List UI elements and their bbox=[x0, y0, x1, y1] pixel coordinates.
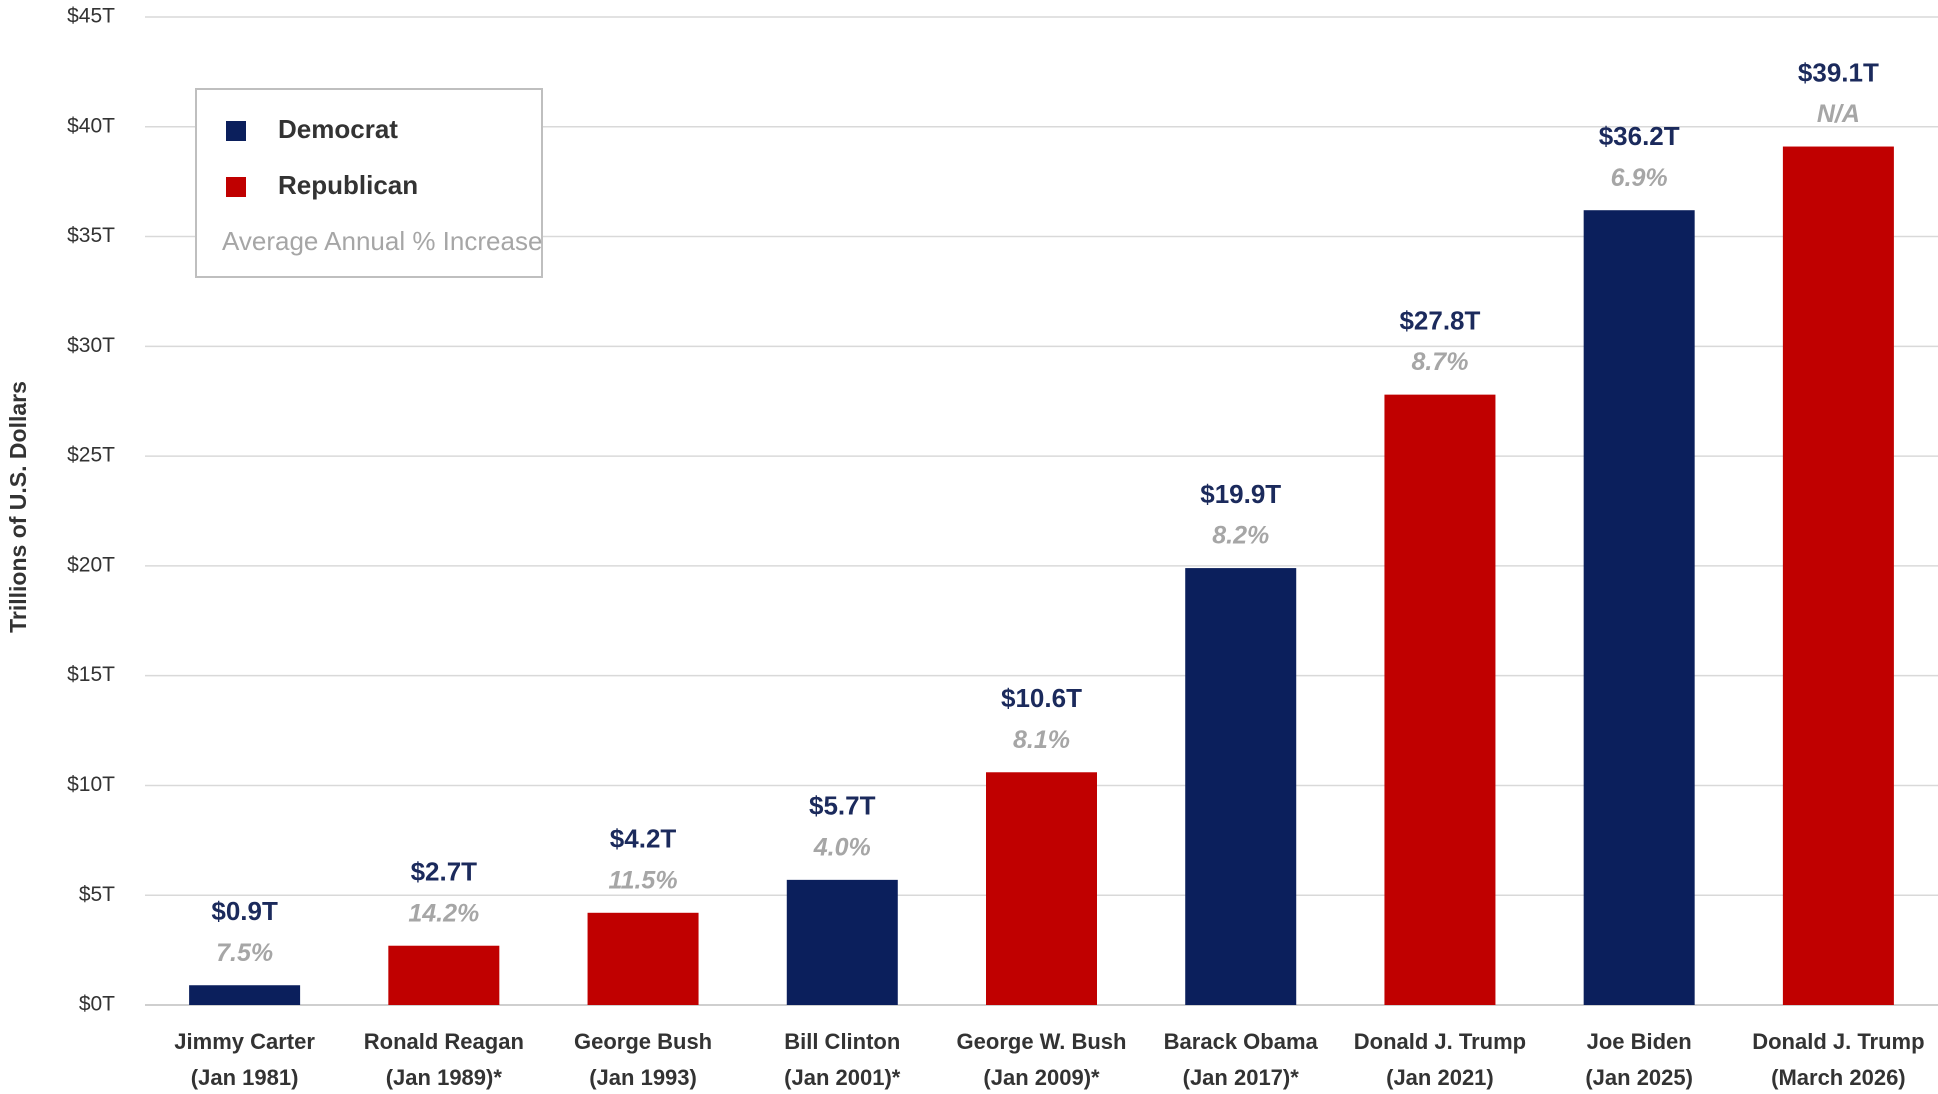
bar bbox=[986, 772, 1097, 1005]
bar bbox=[388, 945, 500, 1005]
value-label: $27.8T bbox=[1399, 306, 1480, 336]
x-tick-label: Donald J. Trump bbox=[1752, 1029, 1924, 1054]
bar bbox=[587, 912, 699, 1005]
x-tick-label: George W. Bush bbox=[957, 1029, 1127, 1054]
value-label: $4.2T bbox=[610, 824, 677, 854]
legend-label: Democrat bbox=[278, 114, 398, 144]
legend-label: Average Annual % Increase bbox=[222, 226, 542, 256]
increase-label: 8.7% bbox=[1411, 348, 1468, 376]
legend-swatch bbox=[226, 177, 246, 197]
increase-label: 7.5% bbox=[216, 939, 273, 967]
value-label: $36.2T bbox=[1599, 121, 1680, 151]
legend-swatch bbox=[226, 121, 246, 141]
y-tick-label: $30T bbox=[67, 334, 115, 357]
bar bbox=[786, 879, 898, 1005]
bar bbox=[189, 985, 301, 1005]
legend-label: Republican bbox=[278, 170, 418, 200]
bar bbox=[1583, 210, 1695, 1006]
y-tick-label: $35T bbox=[67, 224, 115, 247]
x-tick-label: (Jan 2009)* bbox=[983, 1065, 1100, 1090]
y-tick-label: $40T bbox=[67, 114, 115, 137]
x-tick-label: Donald J. Trump bbox=[1354, 1029, 1526, 1054]
x-tick-label: (Jan 1989)* bbox=[386, 1065, 503, 1090]
increase-label: 11.5% bbox=[609, 866, 678, 894]
increase-label: 4.0% bbox=[813, 833, 871, 861]
x-tick-label: (Jan 1993) bbox=[589, 1065, 697, 1090]
x-tick-label: (Jan 2021) bbox=[1386, 1065, 1494, 1090]
x-tick-label: (March 2026) bbox=[1771, 1065, 1906, 1090]
y-tick-label: $10T bbox=[67, 773, 115, 796]
x-tick-label: Jimmy Carter bbox=[174, 1029, 315, 1054]
bar bbox=[1782, 146, 1894, 1005]
increase-label: 6.9% bbox=[1611, 164, 1668, 192]
value-label: $5.7T bbox=[809, 791, 876, 821]
x-tick-label: Bill Clinton bbox=[784, 1029, 900, 1054]
value-label: $2.7T bbox=[411, 857, 478, 887]
y-tick-label: $15T bbox=[67, 663, 115, 686]
increase-label: 8.1% bbox=[1013, 726, 1070, 754]
x-tick-label: (Jan 1981) bbox=[191, 1065, 299, 1090]
value-label: $10.6T bbox=[1001, 683, 1082, 713]
x-tick-label: (Jan 2025) bbox=[1585, 1065, 1693, 1090]
x-tick-label: Ronald Reagan bbox=[364, 1029, 524, 1054]
y-tick-label: $0T bbox=[79, 993, 115, 1016]
bar bbox=[1384, 394, 1496, 1005]
y-tick-label: $20T bbox=[67, 553, 115, 576]
increase-label: 8.2% bbox=[1212, 522, 1269, 550]
x-tick-label: (Jan 2017)* bbox=[1183, 1065, 1300, 1090]
value-label: $19.9T bbox=[1200, 479, 1281, 509]
increase-label: 14.2% bbox=[408, 899, 479, 927]
y-tick-label: $5T bbox=[79, 883, 115, 906]
increase-label: N/A bbox=[1817, 100, 1860, 128]
value-label: $39.1T bbox=[1798, 57, 1879, 87]
legend-box bbox=[195, 88, 543, 278]
bar bbox=[1185, 568, 1297, 1005]
y-tick-label: $25T bbox=[67, 444, 115, 467]
value-label: $0.9T bbox=[211, 896, 278, 926]
x-tick-label: Barack Obama bbox=[1164, 1029, 1319, 1054]
x-tick-label: (Jan 2001)* bbox=[784, 1065, 901, 1090]
x-tick-label: George Bush bbox=[574, 1029, 712, 1054]
y-axis-label: Trillions of U.S. Dollars bbox=[5, 381, 31, 633]
x-tick-label: Joe Biden bbox=[1587, 1029, 1692, 1054]
y-tick-label: $45T bbox=[67, 5, 115, 28]
